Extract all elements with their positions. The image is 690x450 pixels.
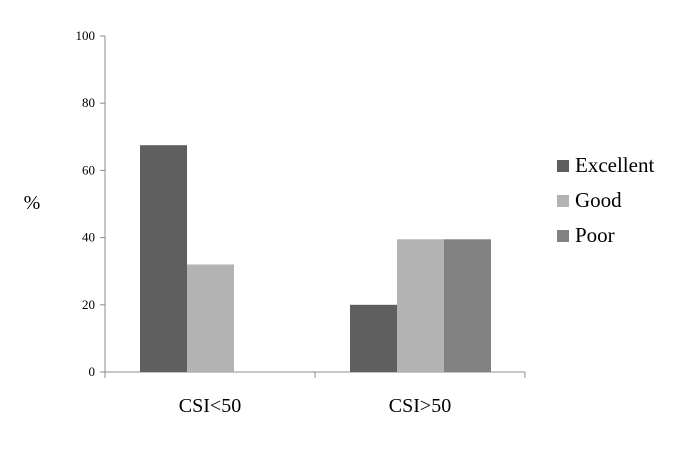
bar-excellent-1 bbox=[140, 145, 187, 372]
y-axis-label: % bbox=[24, 192, 41, 214]
legend-label-poor: Poor bbox=[575, 223, 615, 247]
legend: Excellent Good Poor bbox=[557, 153, 654, 247]
x-category-label: CSI<50 bbox=[179, 395, 241, 417]
legend-label-excellent: Excellent bbox=[575, 153, 654, 177]
legend-swatch-poor bbox=[557, 230, 569, 242]
y-tick-label: 0 bbox=[89, 364, 96, 379]
legend-swatch-good bbox=[557, 195, 569, 207]
y-tick-label: 40 bbox=[82, 230, 95, 245]
y-tick-label: 60 bbox=[82, 162, 95, 177]
legend-swatch-excellent bbox=[557, 160, 569, 172]
y-tick-label: 20 bbox=[82, 297, 95, 312]
legend-label-good: Good bbox=[575, 188, 622, 212]
bar-good-2 bbox=[397, 239, 444, 372]
axes: 0 20 40 60 80 100 CSI<50 CSI>50 bbox=[76, 28, 526, 417]
bar-good-1 bbox=[187, 264, 234, 372]
y-tick-label: 80 bbox=[82, 95, 95, 110]
bar-excellent-2 bbox=[350, 304, 397, 372]
bars bbox=[140, 145, 491, 372]
y-tick-label: 100 bbox=[76, 28, 96, 43]
x-category-label: CSI>50 bbox=[389, 395, 451, 417]
bar-poor-2 bbox=[444, 239, 491, 372]
